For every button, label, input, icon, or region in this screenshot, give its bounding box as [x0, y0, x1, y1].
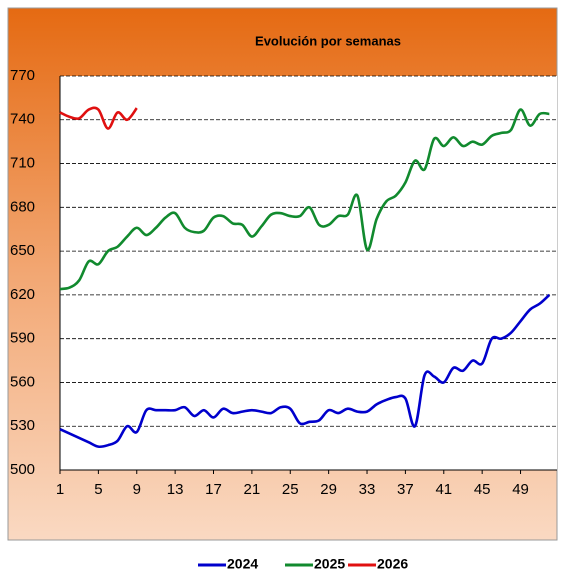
- x-tick-label: 17: [205, 481, 222, 498]
- x-tick-label: 49: [512, 481, 529, 498]
- x-tick-label: 45: [474, 481, 491, 498]
- y-tick-label: 680: [10, 198, 35, 215]
- legend-label: 2024: [227, 556, 258, 572]
- y-tick-label: 650: [10, 242, 35, 259]
- x-tick-label: 33: [359, 481, 376, 498]
- y-tick-label: 740: [10, 111, 35, 128]
- series-line: [59, 106, 138, 130]
- x-tick-label: 5: [94, 481, 102, 498]
- x-tick-label: 9: [133, 481, 141, 498]
- plot-area: [60, 76, 557, 470]
- legend-label: 2025: [314, 556, 345, 572]
- x-tick-label: 21: [244, 481, 261, 498]
- x-tick-label: 25: [282, 481, 299, 498]
- x-tick-label: 41: [435, 481, 452, 498]
- x-tick-label: 37: [397, 481, 414, 498]
- x-tick-label: 1: [56, 481, 64, 498]
- y-tick-label: 770: [10, 67, 35, 84]
- y-tick-label: 500: [10, 461, 35, 478]
- chart-title: Evolución por semanas: [255, 33, 401, 48]
- y-tick-label: 560: [10, 373, 35, 390]
- y-tick-label: 710: [10, 155, 35, 172]
- y-tick-label: 590: [10, 330, 35, 347]
- series-line: [59, 293, 551, 449]
- legend-label: 2026: [377, 556, 408, 572]
- x-tick-label: 13: [167, 481, 184, 498]
- series-line: [59, 108, 550, 291]
- y-tick-label: 530: [10, 417, 35, 434]
- y-tick-label: 620: [10, 286, 35, 303]
- x-tick-label: 29: [320, 481, 337, 498]
